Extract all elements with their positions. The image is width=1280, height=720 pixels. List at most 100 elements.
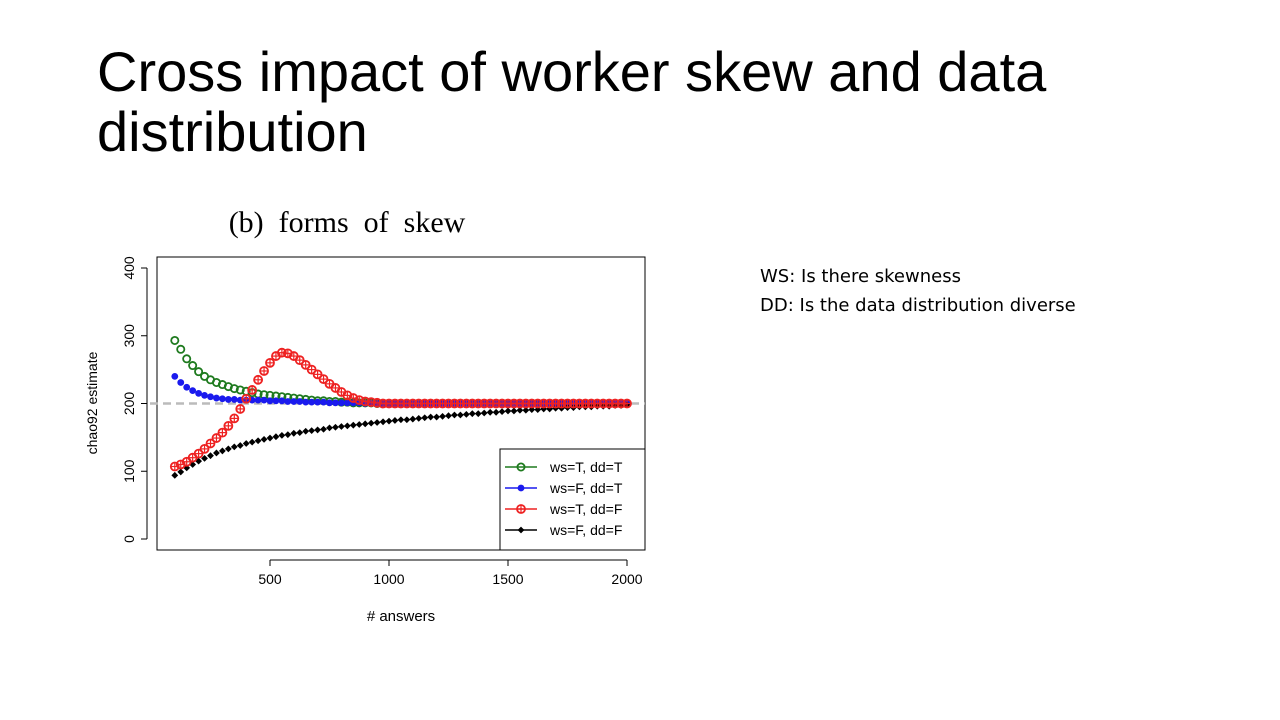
data-point <box>480 409 488 417</box>
data-point <box>290 429 298 437</box>
data-point <box>176 344 186 354</box>
data-point <box>230 396 238 403</box>
x-tick-label: 1000 <box>373 571 404 587</box>
data-point <box>427 413 435 421</box>
notes: WS: Is there skewness DD: Is the data di… <box>760 262 1076 320</box>
x-tick-label: 1500 <box>492 571 523 587</box>
data-point <box>254 396 262 404</box>
data-point <box>201 391 208 399</box>
data-point <box>308 427 316 434</box>
series-0 <box>170 335 632 408</box>
data-point <box>266 434 274 442</box>
data-point <box>385 417 393 425</box>
data-point <box>229 413 240 424</box>
data-point <box>622 398 632 409</box>
data-point <box>492 408 500 416</box>
data-point <box>241 393 252 404</box>
data-point <box>201 454 208 462</box>
data-point <box>170 335 180 345</box>
data-point <box>510 407 518 415</box>
data-point <box>213 394 220 402</box>
data-point <box>195 389 203 397</box>
data-point <box>189 387 197 395</box>
series-2 <box>169 347 632 472</box>
data-point <box>207 393 214 401</box>
data-point <box>338 399 345 407</box>
data-point <box>284 431 292 439</box>
data-point <box>219 395 226 403</box>
data-point <box>320 398 327 406</box>
data-point <box>332 399 339 407</box>
data-point <box>343 422 351 430</box>
data-point <box>213 449 220 457</box>
data-point <box>193 448 204 459</box>
data-point <box>242 440 250 447</box>
data-point <box>265 357 275 368</box>
data-point <box>235 385 245 395</box>
data-point <box>235 404 246 414</box>
legend: ws=T, dd=T ws=F, dd=T ws=T, dd=F ws=F, dd=F <box>499 448 646 551</box>
data-point <box>236 442 244 449</box>
data-point <box>318 374 329 385</box>
data-point <box>171 471 179 479</box>
y-tick-label: 400 <box>121 256 137 280</box>
legend-label: ws=T, dd=T <box>549 459 623 475</box>
data-point <box>474 410 482 418</box>
y-tick-label: 0 <box>121 535 137 543</box>
data-point <box>300 359 311 370</box>
data-point <box>326 424 333 432</box>
legend-marker <box>517 526 525 534</box>
data-point <box>219 447 226 455</box>
data-point <box>278 431 286 439</box>
data-point <box>182 354 192 364</box>
data-point <box>230 443 238 451</box>
data-point <box>296 398 304 405</box>
data-point <box>498 408 506 416</box>
data-point <box>451 411 458 419</box>
x-tick-label: 2000 <box>611 571 642 587</box>
data-point <box>272 433 280 441</box>
chart-title: (b) forms of skew <box>229 206 466 239</box>
data-point <box>294 355 305 366</box>
data-point <box>409 415 417 423</box>
data-point <box>302 427 310 435</box>
legend-marker <box>516 504 526 514</box>
data-point <box>207 452 214 460</box>
data-point <box>284 398 292 405</box>
data-point <box>516 406 524 414</box>
data-point <box>433 413 440 421</box>
data-point <box>253 374 264 385</box>
data-point <box>217 427 228 438</box>
data-point <box>266 397 274 405</box>
data-point <box>504 407 512 415</box>
data-point <box>260 436 268 443</box>
data-point <box>223 420 234 431</box>
data-point <box>320 425 327 433</box>
data-point <box>421 414 429 422</box>
data-point <box>248 438 256 446</box>
x-tick-label: 500 <box>258 571 282 587</box>
legend-label: ws=F, dd=T <box>549 480 623 496</box>
legend-marker <box>516 462 526 472</box>
data-point <box>397 416 405 424</box>
data-point <box>468 410 476 418</box>
data-point <box>415 415 423 422</box>
axes: 500 1000 1500 2000 0 100 200 300 400 <box>121 256 643 587</box>
data-point <box>296 429 304 437</box>
data-point <box>254 437 262 445</box>
data-point <box>306 364 317 375</box>
data-point <box>445 412 452 420</box>
x-axis-label: # answers <box>367 608 435 625</box>
series-layer <box>169 335 632 479</box>
data-point <box>272 397 280 405</box>
data-point <box>259 366 269 376</box>
data-point <box>211 433 222 443</box>
data-point <box>314 398 321 406</box>
y-tick-label: 200 <box>121 392 137 416</box>
data-point <box>326 399 333 407</box>
data-point <box>367 419 375 427</box>
data-point <box>522 406 530 414</box>
legend-label: ws=T, dd=F <box>549 501 622 517</box>
note-ws: WS: Is there skewness <box>760 266 961 287</box>
data-point <box>308 398 316 406</box>
